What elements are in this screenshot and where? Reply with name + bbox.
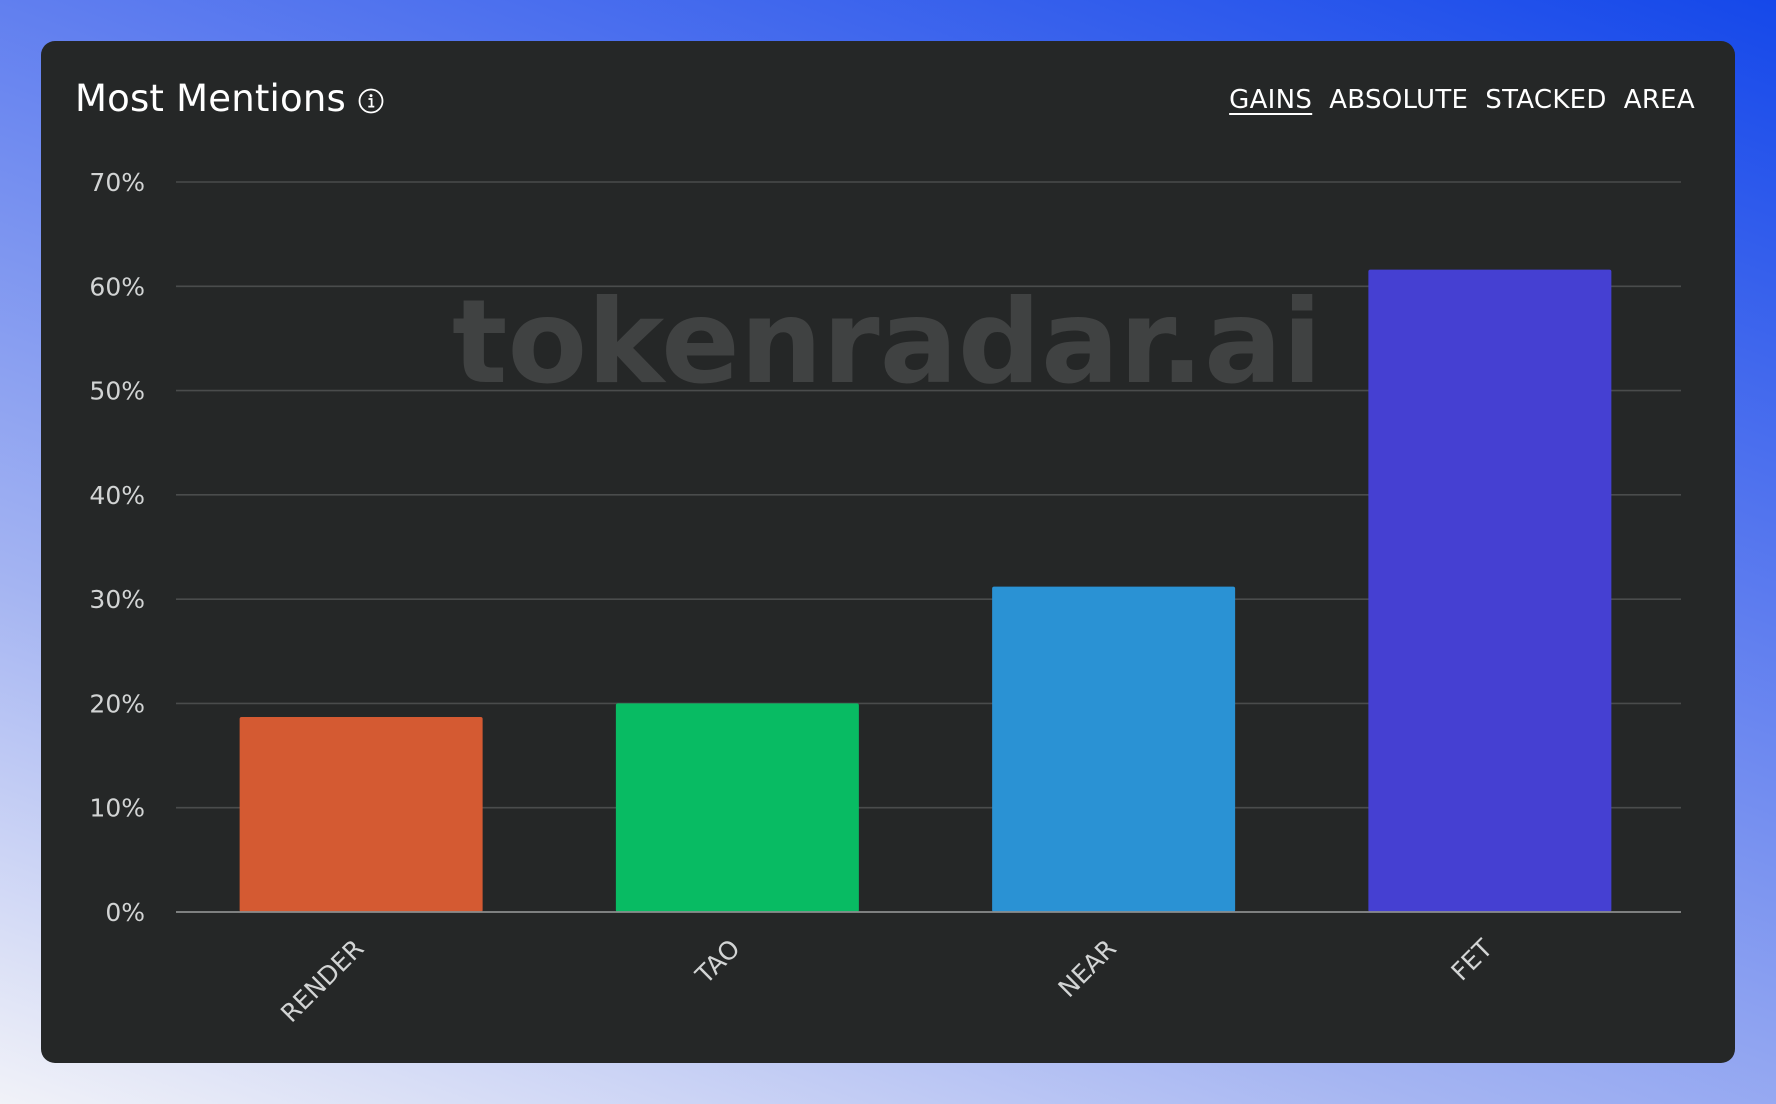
bar-tao [615, 703, 859, 912]
watermark-text: tokenradar.ai [452, 275, 1322, 410]
y-tick-label: 20% [89, 689, 145, 718]
bar-chart: 0% 10% 20% 30% 40% 50% 60% 70% tokenradar.ai REND… [89, 168, 1681, 1028]
y-tick-label: 0% [105, 898, 145, 927]
y-tick-label: 70% [89, 168, 145, 197]
bar-near [992, 586, 1236, 912]
tab-stacked[interactable]: STACKED [1485, 85, 1607, 115]
info-icon[interactable] [358, 88, 384, 114]
tab-gains[interactable]: GAINS [1229, 85, 1313, 115]
tab-absolute[interactable]: ABSOLUTE [1329, 85, 1469, 115]
x-tick-label: RENDER [275, 934, 369, 1028]
bar-fet [1368, 269, 1612, 913]
y-tick-label: 60% [89, 272, 145, 301]
tab-area[interactable]: AREA [1623, 85, 1695, 115]
y-tick-label: 10% [89, 794, 145, 823]
page-title: Most Mentions [75, 77, 346, 120]
x-tick-label: TAO [689, 934, 745, 990]
chart-mode-tabs: GAINS ABSOLUTE STACKED AREA [1229, 85, 1695, 115]
chart-card: Most Mentions GAINS ABSOLUTE STACKED ARE… [41, 41, 1735, 1063]
chart-header: Most Mentions [75, 77, 384, 120]
bar-render [239, 716, 483, 912]
x-tick-label: FET [1445, 933, 1498, 986]
y-tick-label: 50% [89, 377, 145, 406]
y-tick-label: 30% [89, 585, 145, 614]
x-tick-label: NEAR [1053, 934, 1122, 1003]
y-tick-label: 40% [89, 481, 145, 510]
